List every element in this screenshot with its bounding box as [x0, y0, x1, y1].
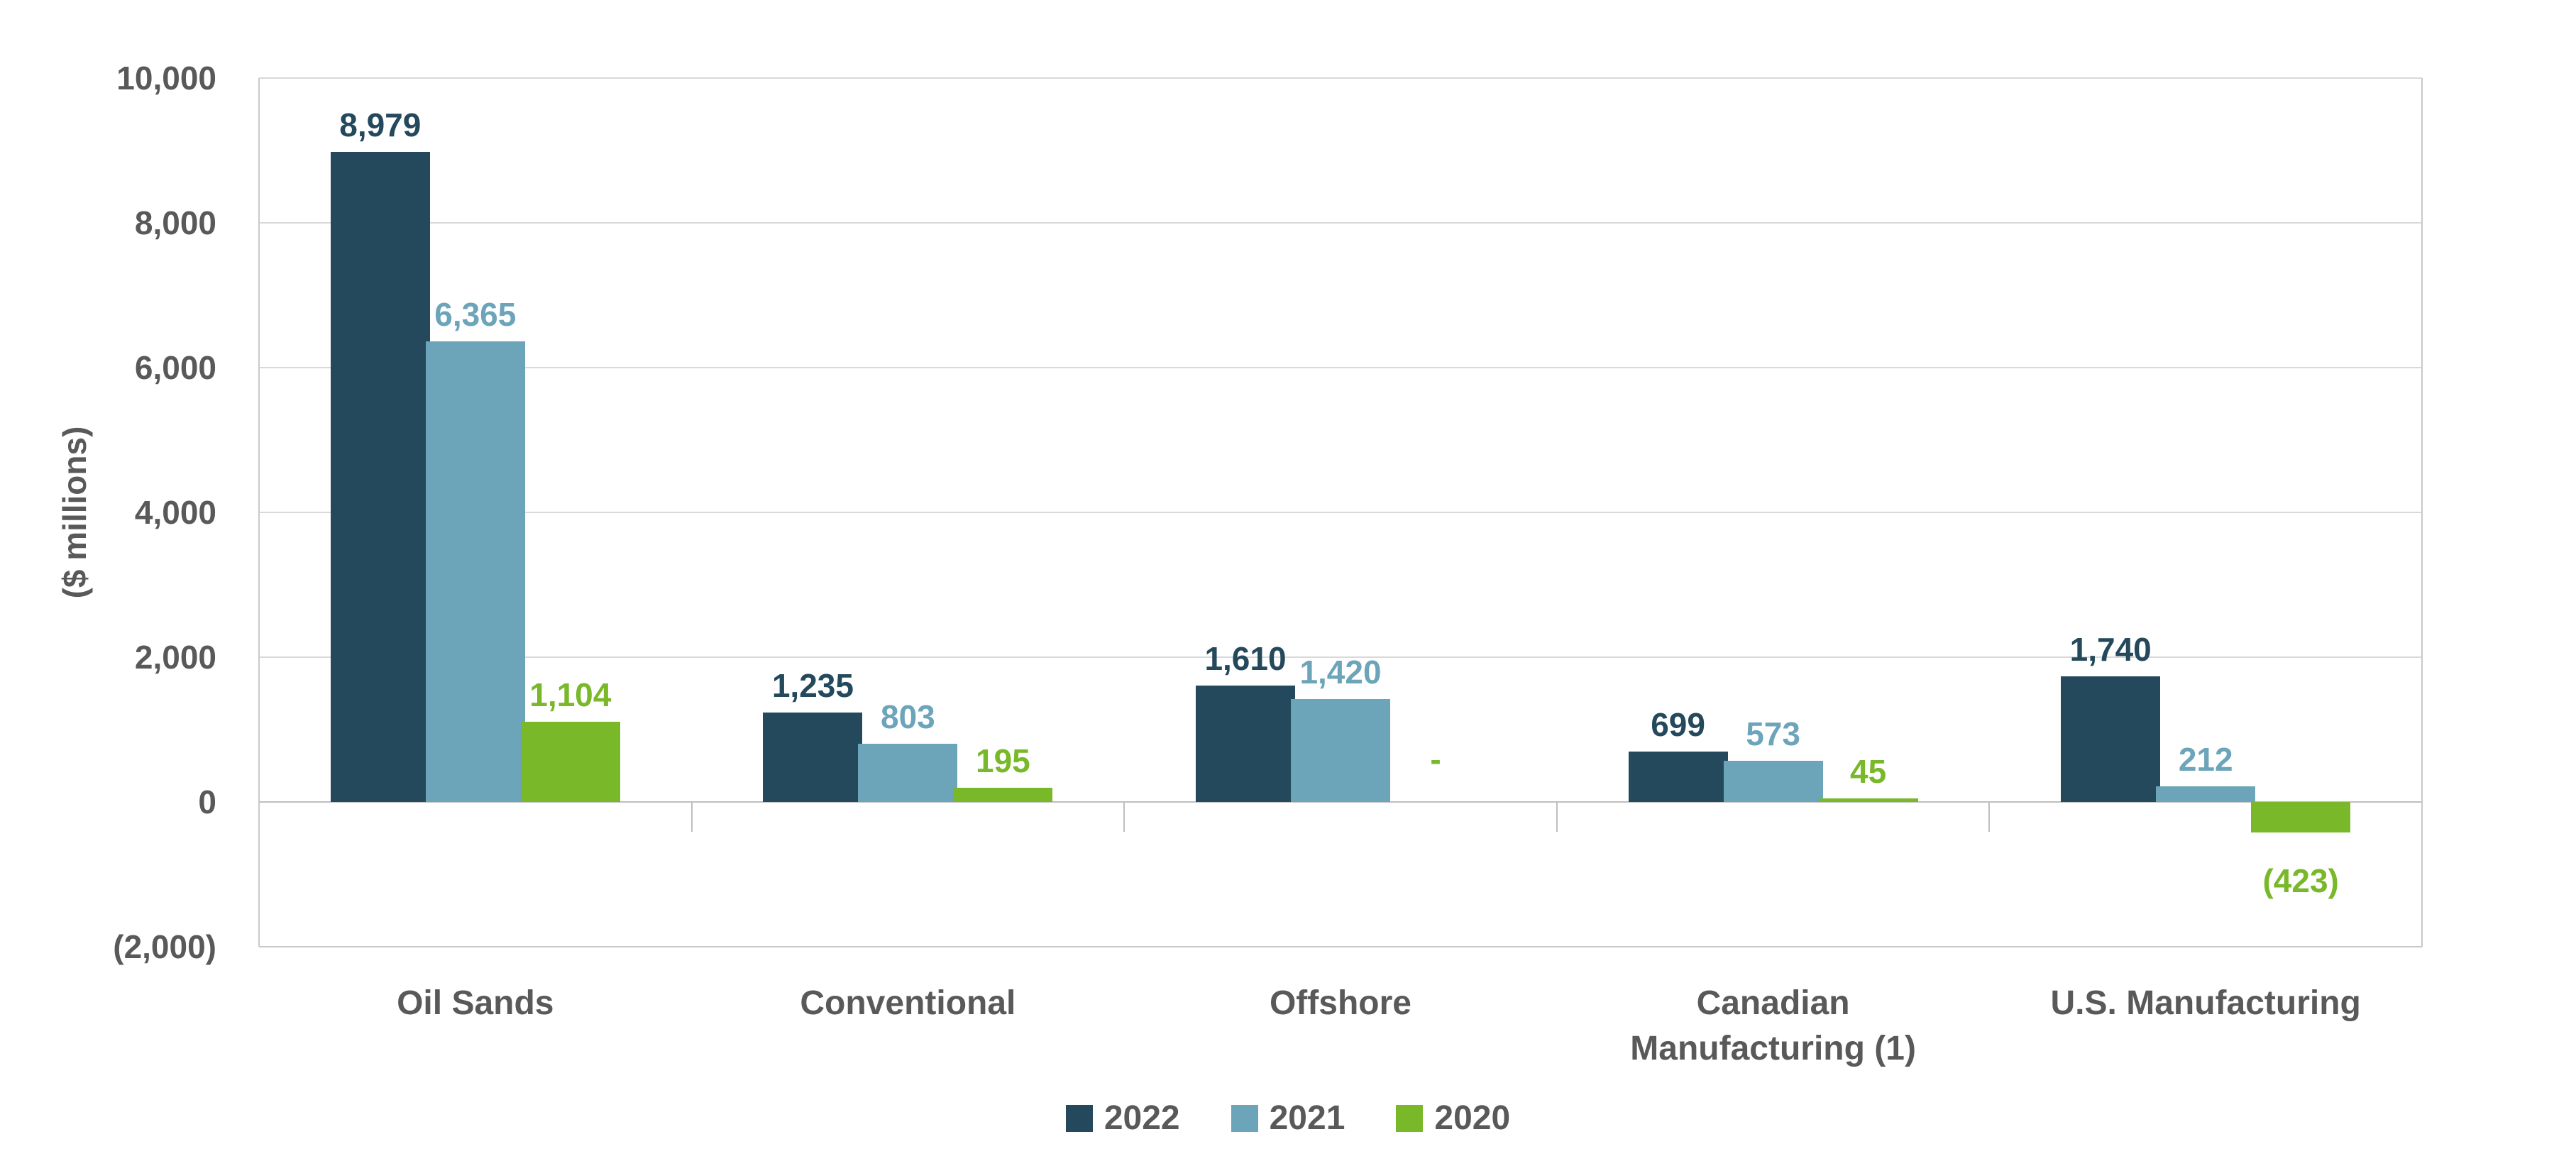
y-tick-label: 0 [198, 784, 216, 820]
bar-value-label-2021-oil-sands: 6,365 [434, 295, 517, 333]
zero-axis-line [259, 801, 2422, 803]
bar-2022-offshore [1196, 685, 1295, 802]
bar-2020-u-s-manufacturing [2251, 802, 2351, 833]
legend-item-2021: 2021 [1231, 1101, 1345, 1136]
legend: 2022 2021 2020 [0, 1101, 2576, 1136]
bar-value-label-2020-u-s-manufacturing: (423) [2262, 862, 2339, 900]
y-tick-label: (2,000) [113, 928, 216, 965]
bar-value-label-2022-oil-sands: 8,979 [339, 106, 422, 144]
bar-value-label-2020-conventional: 195 [976, 742, 1030, 780]
y-tick-label: 2,000 [134, 639, 216, 676]
legend-swatch-2021 [1231, 1105, 1258, 1132]
bar-2020-conventional [953, 788, 1053, 802]
bar-value-label-2022-conventional: 1,235 [771, 667, 854, 705]
gridline [259, 512, 2422, 513]
category-label-conventional: Conventional [800, 984, 1016, 1022]
category-label-u-s-manufacturing: U.S. Manufacturing [2050, 984, 2361, 1022]
gridline [259, 222, 2422, 224]
gridline [259, 77, 2422, 79]
bar-value-label-2021-offshore: 1,420 [1299, 654, 1382, 691]
legend-swatch-2020 [1396, 1105, 1424, 1132]
gridline [259, 946, 2422, 947]
legend-label-2020: 2020 [1434, 1099, 1511, 1137]
bar-value-label-2021-u-s-manufacturing: 212 [2178, 741, 2233, 779]
y-tick-label: 8,000 [134, 204, 216, 241]
bar-2021-u-s-manufacturing [2156, 786, 2256, 802]
bar-value-label-2022-canadian-manufacturing-1: 699 [1651, 705, 1705, 743]
category-label-canadian-manufacturing-1: Canadian Manufacturing (1) [1630, 984, 1916, 1067]
bar-2022-oil-sands [330, 152, 430, 802]
bar-2022-canadian-manufacturing-1 [1628, 751, 1728, 802]
gridline [259, 656, 2422, 658]
bar-2020-oil-sands [520, 722, 620, 802]
bar-value-label-2020-oil-sands: 1,104 [529, 676, 612, 714]
plot-border-right [2421, 78, 2423, 947]
category-axis-tick [1988, 802, 1991, 832]
legend-item-2022: 2022 [1065, 1099, 1180, 1137]
y-tick-label: 4,000 [134, 494, 216, 531]
plot-border-left [258, 78, 260, 947]
bar-value-label-2021-canadian-manufacturing-1: 573 [1746, 715, 1800, 752]
bar-value-label-2021-conventional: 803 [881, 698, 935, 736]
y-tick-label: 10,000 [116, 60, 216, 97]
bar-2021-conventional [858, 744, 958, 802]
category-axis-tick [690, 802, 693, 832]
category-axis-tick [1123, 802, 1125, 832]
legend-item-2020: 2020 [1396, 1101, 1510, 1136]
bar-value-label-2020-offshore: - [1430, 741, 1441, 778]
category-label-offshore: Offshore [1269, 984, 1411, 1022]
bar-2021-oil-sands [425, 341, 525, 802]
legend-label-2021: 2021 [1269, 1099, 1345, 1137]
bar-2020-canadian-manufacturing-1 [1818, 798, 1918, 802]
bar-value-label-2020-canadian-manufacturing-1: 45 [1850, 753, 1887, 791]
bar-2022-u-s-manufacturing [2061, 676, 2161, 802]
bar-value-label-2022-u-s-manufacturing: 1,740 [2069, 630, 2152, 668]
bar-value-label-2022-offshore: 1,610 [1204, 639, 1287, 677]
bar-2021-canadian-manufacturing-1 [1723, 760, 1823, 802]
bar-2021-offshore [1291, 699, 1390, 802]
gridline [259, 367, 2422, 368]
y-tick-label: 6,000 [134, 349, 216, 386]
category-axis-tick [1556, 802, 1558, 832]
legend-swatch-2022 [1065, 1105, 1093, 1132]
bar-2022-conventional [763, 713, 863, 802]
category-label-oil-sands: Oil Sands [397, 984, 554, 1022]
legend-label-2022: 2022 [1103, 1099, 1180, 1137]
